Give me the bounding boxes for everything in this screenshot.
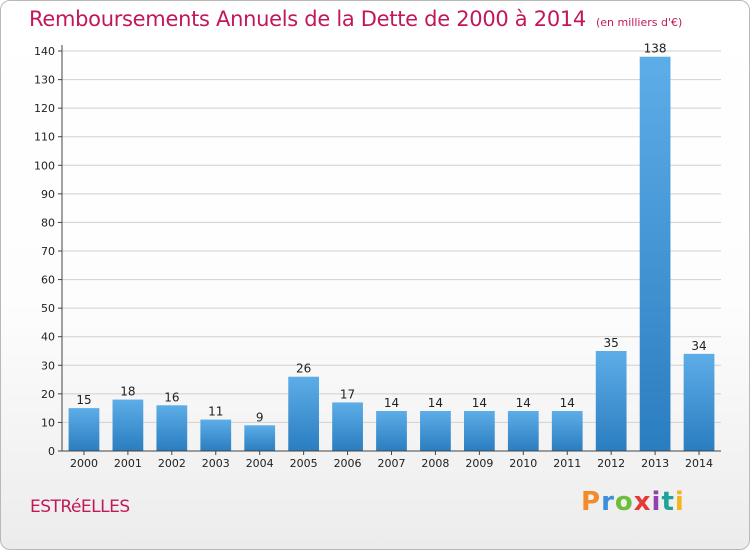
data-label-2010: 14 (516, 396, 531, 410)
bar-2001 (112, 399, 144, 451)
y-tick-label: 80 (41, 216, 55, 229)
y-tick-label: 140 (34, 45, 55, 58)
bars (68, 56, 715, 451)
logo-letter: i (651, 487, 662, 517)
x-tick-label-2002: 2002 (158, 457, 186, 470)
data-label-2012: 35 (604, 336, 619, 350)
bar-2012 (595, 351, 627, 451)
y-tick-label: 90 (41, 188, 55, 201)
data-label-2004: 9 (256, 410, 264, 424)
data-label-2007: 14 (384, 396, 399, 410)
x-tick-label-2010: 2010 (509, 457, 537, 470)
bar-2009 (463, 411, 495, 451)
data-label-2003: 11 (208, 405, 223, 419)
x-tick-label-2006: 2006 (334, 457, 362, 470)
data-label-2011: 14 (560, 396, 575, 410)
data-label-2006: 17 (340, 387, 355, 401)
bar-2005 (288, 376, 320, 451)
data-label-2014: 34 (691, 339, 706, 353)
x-tick-label-2007: 2007 (378, 457, 406, 470)
commune-name: ESTRéELLES (30, 497, 130, 517)
y-tick-label: 100 (34, 159, 55, 172)
y-tick-label: 120 (34, 102, 55, 115)
x-tick-label-2008: 2008 (421, 457, 449, 470)
title-text: Remboursements Annuels de la Dette de 20… (29, 7, 586, 31)
y-tick-label: 130 (34, 74, 55, 87)
data-label-2013: 138 (644, 42, 667, 56)
x-tick-label-2003: 2003 (202, 457, 230, 470)
x-tick-label-2012: 2012 (597, 457, 625, 470)
y-tick-label: 40 (41, 331, 55, 344)
logo-letter: r (601, 487, 615, 517)
y-tick-label: 10 (41, 416, 55, 429)
logo-letter: P (581, 487, 602, 517)
bar-2000 (68, 408, 100, 451)
data-label-2008: 14 (428, 396, 443, 410)
y-tick-label: 60 (41, 274, 55, 287)
bar-2014 (683, 353, 715, 451)
y-tick-label: 0 (48, 445, 55, 458)
chart-title: Remboursements Annuels de la Dette de 20… (29, 7, 682, 31)
y-tick-label: 110 (34, 131, 55, 144)
x-tick-label-2011: 2011 (553, 457, 581, 470)
data-label-2002: 16 (164, 390, 179, 404)
bar-2004 (244, 425, 276, 451)
logo-letter: x (633, 487, 652, 517)
y-tick-label: 50 (41, 302, 55, 315)
logo-letter: i (674, 487, 685, 517)
logo-letter: o (614, 487, 634, 517)
y-tick-label: 30 (41, 359, 55, 372)
x-tick-label-2009: 2009 (465, 457, 493, 470)
bar-2007 (376, 411, 407, 451)
axes (58, 45, 721, 455)
x-tick-label-2004: 2004 (246, 457, 274, 470)
y-tick-label: 20 (41, 388, 55, 401)
data-label-2001: 18 (120, 385, 135, 399)
bar-2006 (332, 402, 363, 451)
bar-2003 (200, 419, 232, 451)
bar-2002 (156, 405, 188, 451)
logo-letter: t (661, 487, 675, 517)
y-tick-label: 70 (41, 245, 55, 258)
proxiti-logo: Proxiti (581, 487, 685, 517)
bar-2013 (639, 56, 671, 451)
x-tick-label-2013: 2013 (641, 457, 669, 470)
bar-2008 (420, 411, 451, 451)
x-tick-label-2005: 2005 (290, 457, 318, 470)
data-label-2009: 14 (472, 396, 487, 410)
data-label-2005: 26 (296, 362, 311, 376)
x-tick-label-2014: 2014 (685, 457, 713, 470)
labels: 0 10 20 30 40 50 60 70 80 90 100 110 120 130 140 15 2000… (34, 42, 713, 470)
bar-2011 (551, 411, 583, 451)
chart-subtitle: (en milliers d'€) (596, 16, 683, 29)
data-label-2000: 15 (76, 393, 91, 407)
x-tick-label-2001: 2001 (114, 457, 142, 470)
x-tick-label-2000: 2000 (70, 457, 98, 470)
bar-2010 (507, 411, 539, 451)
